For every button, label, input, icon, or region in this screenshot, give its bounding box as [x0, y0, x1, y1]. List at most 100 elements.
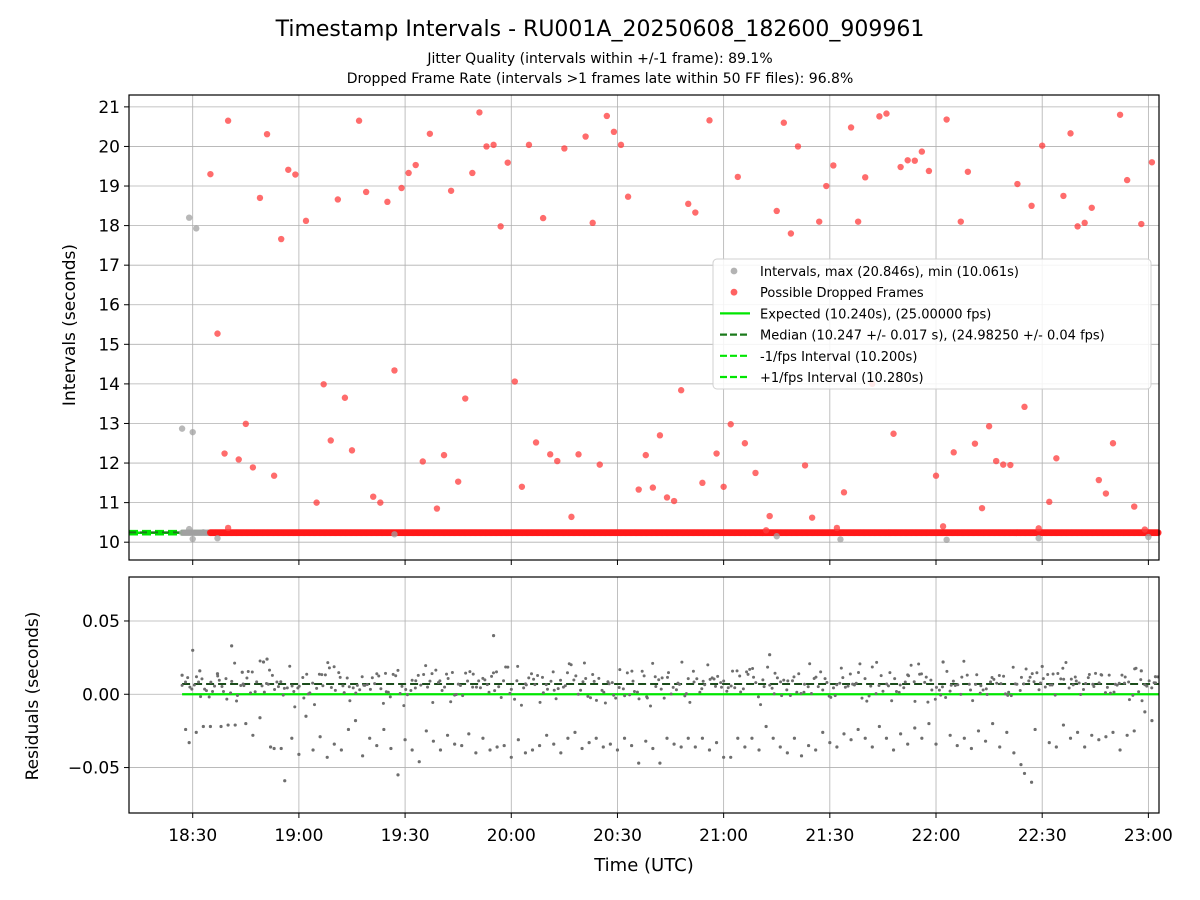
dropped-frame-point — [762, 527, 770, 534]
dropped-frame-point — [589, 219, 596, 227]
dropped-frame-point — [624, 193, 632, 200]
residual-outlier-point — [1132, 729, 1136, 733]
residual-point — [733, 686, 737, 690]
residual-outlier-point — [707, 748, 712, 752]
residual-point — [559, 678, 563, 682]
residual-point — [515, 679, 519, 683]
residual-point — [706, 663, 710, 667]
residual-point — [1028, 675, 1032, 679]
residual-point — [719, 681, 723, 685]
residual-point — [739, 690, 743, 694]
residual-outlier-point — [722, 755, 726, 759]
dropped-frame-point — [426, 130, 434, 137]
dropped-frame-point — [398, 184, 405, 192]
dropped-frame-point — [249, 464, 257, 471]
residual-point — [477, 679, 481, 683]
dropped-frame-point — [1046, 498, 1053, 506]
dropped-frame-point — [904, 157, 911, 164]
residual-point — [665, 675, 669, 679]
interval-point — [837, 536, 844, 543]
residual-point — [635, 690, 639, 694]
dropped-frame-point — [890, 430, 897, 437]
residual-outlier-point — [983, 739, 988, 743]
residual-point — [642, 674, 646, 678]
residual-point — [494, 670, 498, 674]
residual-outlier-point — [491, 634, 496, 638]
residual-point — [1097, 681, 1101, 685]
dropped-frame-point — [971, 440, 979, 447]
dropped-frame-point — [1131, 503, 1138, 510]
dropped-frame-point — [1053, 455, 1060, 462]
residual-outlier-point — [382, 727, 386, 732]
residual-outlier-point — [509, 755, 513, 759]
residual-point — [1117, 681, 1121, 685]
dropped-frame-point — [1081, 219, 1088, 227]
residual-point — [230, 679, 234, 683]
residual-point — [691, 669, 695, 673]
residual-outlier-point — [1029, 780, 1034, 784]
dropped-frame-point — [1028, 202, 1035, 210]
residual-point — [409, 689, 413, 693]
residual-point — [588, 696, 592, 700]
residual-point — [1051, 672, 1055, 676]
residual-point — [875, 660, 879, 664]
dropped-frame-point — [663, 494, 671, 501]
legend-label: +1/fps Interval (10.280s) — [760, 371, 924, 386]
dropped-frame-point — [419, 458, 426, 465]
dropped-frame-point — [525, 141, 533, 149]
residual-point — [907, 674, 911, 678]
top-y-tick-label: 17 — [98, 256, 120, 276]
residual-point — [1027, 679, 1031, 683]
residual-point — [458, 683, 462, 687]
residual-point — [253, 690, 257, 694]
residual-point — [951, 679, 955, 683]
residual-point — [312, 703, 316, 707]
legend-label: Intervals, max (20.846s), min (10.061s) — [760, 265, 1019, 280]
x-tick-label: 19:30 — [381, 826, 430, 846]
residual-point — [1035, 671, 1039, 675]
residual-outlier-point — [792, 736, 797, 740]
residual-point — [549, 679, 553, 683]
dropped-frame-point — [978, 504, 986, 512]
residual-outlier-point — [537, 743, 542, 748]
residual-point — [865, 699, 869, 703]
residual-point — [940, 685, 944, 689]
interval-point — [773, 533, 780, 540]
dropped-frame-point — [911, 157, 918, 164]
residual-point — [337, 671, 341, 675]
interval-point — [1145, 533, 1152, 541]
residual-outlier-point — [467, 732, 471, 736]
residual-outlier-point — [233, 723, 237, 727]
dropped-frame-point — [384, 198, 391, 206]
residual-point — [288, 664, 292, 668]
residual-point — [1107, 673, 1111, 677]
residual-point — [630, 669, 634, 673]
residual-point — [540, 675, 544, 679]
dropped-frame-point — [830, 162, 837, 169]
dropped-frame-point — [918, 148, 926, 155]
residual-point — [456, 682, 460, 686]
residual-outlier-point — [180, 673, 184, 677]
residual-point — [858, 662, 862, 666]
residual-point — [898, 683, 902, 687]
residual-point — [1115, 683, 1119, 687]
residual-outlier-point — [821, 730, 825, 734]
residual-point — [431, 700, 435, 704]
residual-outlier-point — [870, 745, 874, 749]
residual-point — [726, 686, 730, 690]
residual-outlier-point — [962, 736, 966, 740]
residual-outlier-point — [523, 751, 528, 755]
residual-outlier-point — [1040, 664, 1044, 669]
dropped-frame-point — [1148, 159, 1156, 166]
residual-point — [806, 685, 810, 689]
residual-point — [1134, 666, 1138, 670]
top-y-tick-label: 12 — [98, 454, 120, 474]
residual-point — [1006, 693, 1010, 697]
dropped-frame-point — [801, 462, 809, 469]
residual-point — [509, 687, 513, 691]
residual-point — [698, 690, 702, 694]
residual-point — [1077, 681, 1081, 685]
residual-outlier-point — [799, 754, 804, 758]
residual-outlier-point — [438, 748, 443, 752]
dropped-frame-point — [787, 230, 795, 237]
